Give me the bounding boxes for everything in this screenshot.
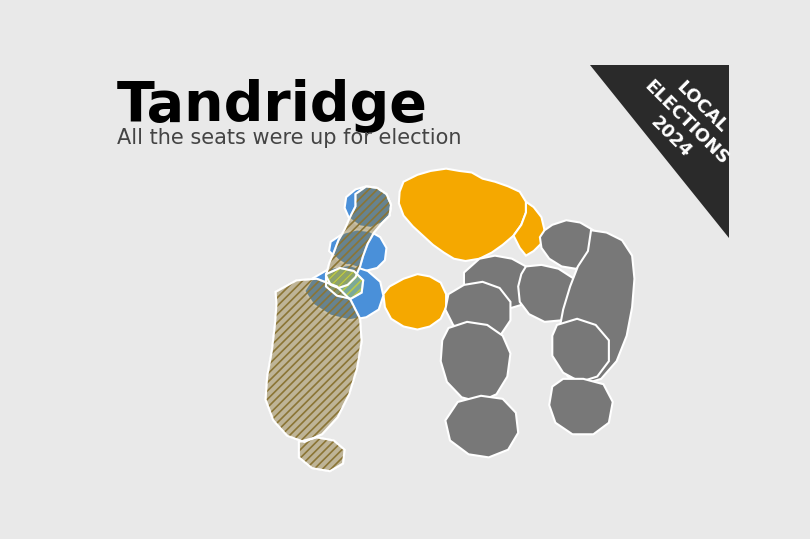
Text: Tandridge: Tandridge: [117, 79, 428, 133]
Polygon shape: [446, 282, 510, 340]
Polygon shape: [549, 379, 612, 434]
Polygon shape: [559, 230, 634, 384]
Polygon shape: [299, 437, 344, 471]
Polygon shape: [399, 169, 526, 261]
Polygon shape: [266, 279, 361, 442]
Text: LOCAL
ELECTIONS
2024: LOCAL ELECTIONS 2024: [625, 61, 748, 183]
Polygon shape: [326, 268, 363, 299]
Text: All the seats were up for election: All the seats were up for election: [117, 128, 461, 148]
Polygon shape: [329, 230, 386, 271]
Polygon shape: [446, 396, 518, 458]
Polygon shape: [383, 274, 446, 329]
Polygon shape: [552, 319, 609, 382]
Polygon shape: [344, 186, 391, 228]
Polygon shape: [540, 220, 601, 269]
Polygon shape: [305, 265, 383, 320]
Polygon shape: [590, 65, 729, 238]
Polygon shape: [518, 265, 580, 322]
Polygon shape: [441, 322, 510, 402]
Polygon shape: [464, 255, 534, 309]
Polygon shape: [326, 186, 391, 288]
Polygon shape: [514, 202, 544, 255]
